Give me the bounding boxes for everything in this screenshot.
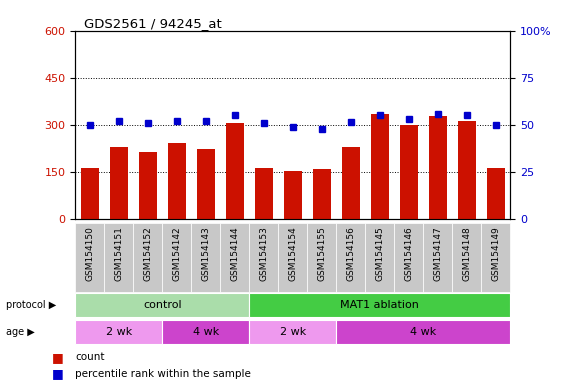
Bar	[133, 223, 162, 292]
Text: age ▶: age ▶	[6, 327, 35, 337]
Text: 4 wk: 4 wk	[193, 327, 219, 337]
Bar	[307, 223, 336, 292]
Bar	[452, 223, 481, 292]
Text: percentile rank within the sample: percentile rank within the sample	[75, 369, 251, 379]
Bar	[313, 169, 331, 219]
Text: control: control	[143, 300, 182, 310]
Text: GSM154150: GSM154150	[85, 226, 95, 281]
Bar	[342, 147, 360, 219]
Bar	[110, 147, 128, 219]
Bar	[278, 223, 307, 292]
Bar	[458, 121, 476, 219]
Bar	[423, 223, 452, 292]
Text: GSM154145: GSM154145	[375, 226, 385, 281]
Text: GSM154147: GSM154147	[433, 226, 443, 281]
Bar	[220, 223, 249, 292]
Bar	[394, 223, 423, 292]
Text: GSM154148: GSM154148	[462, 226, 472, 281]
Bar	[104, 223, 133, 292]
Bar	[197, 149, 215, 219]
Text: GSM154149: GSM154149	[491, 226, 501, 281]
Text: GSM154146: GSM154146	[404, 226, 414, 281]
Text: GSM154155: GSM154155	[317, 226, 327, 281]
Text: GSM154143: GSM154143	[201, 226, 211, 281]
Text: GSM154151: GSM154151	[114, 226, 124, 281]
Bar	[429, 116, 447, 219]
Text: ■: ■	[52, 367, 64, 380]
Bar	[481, 223, 510, 292]
Bar	[75, 223, 104, 292]
Bar	[139, 152, 157, 219]
Text: 2 wk: 2 wk	[106, 327, 132, 337]
Text: GSM154154: GSM154154	[288, 226, 298, 281]
Text: GSM154153: GSM154153	[259, 226, 269, 281]
Bar	[162, 223, 191, 292]
Bar	[249, 223, 278, 292]
Text: 2 wk: 2 wk	[280, 327, 306, 337]
Bar	[400, 126, 418, 219]
Bar	[336, 320, 510, 344]
Bar	[371, 114, 389, 219]
Text: GSM154152: GSM154152	[143, 226, 153, 281]
Bar	[162, 320, 249, 344]
Text: GDS2561 / 94245_at: GDS2561 / 94245_at	[84, 17, 222, 30]
Bar	[255, 168, 273, 219]
Bar	[81, 168, 99, 219]
Text: GSM154142: GSM154142	[172, 226, 182, 281]
Bar	[336, 223, 365, 292]
Bar	[191, 223, 220, 292]
Bar	[487, 168, 505, 219]
Bar	[249, 320, 336, 344]
Text: 4 wk: 4 wk	[410, 327, 437, 337]
Bar	[249, 293, 510, 317]
Bar	[168, 143, 186, 219]
Text: GSM154156: GSM154156	[346, 226, 356, 281]
Bar	[284, 171, 302, 219]
Text: protocol ▶: protocol ▶	[6, 300, 56, 310]
Bar	[226, 123, 244, 219]
Text: count: count	[75, 352, 105, 362]
Text: GSM154144: GSM154144	[230, 226, 240, 281]
Bar	[365, 223, 394, 292]
Bar	[75, 293, 249, 317]
Text: MAT1 ablation: MAT1 ablation	[340, 300, 419, 310]
Bar	[75, 320, 162, 344]
Text: ■: ■	[52, 351, 64, 364]
